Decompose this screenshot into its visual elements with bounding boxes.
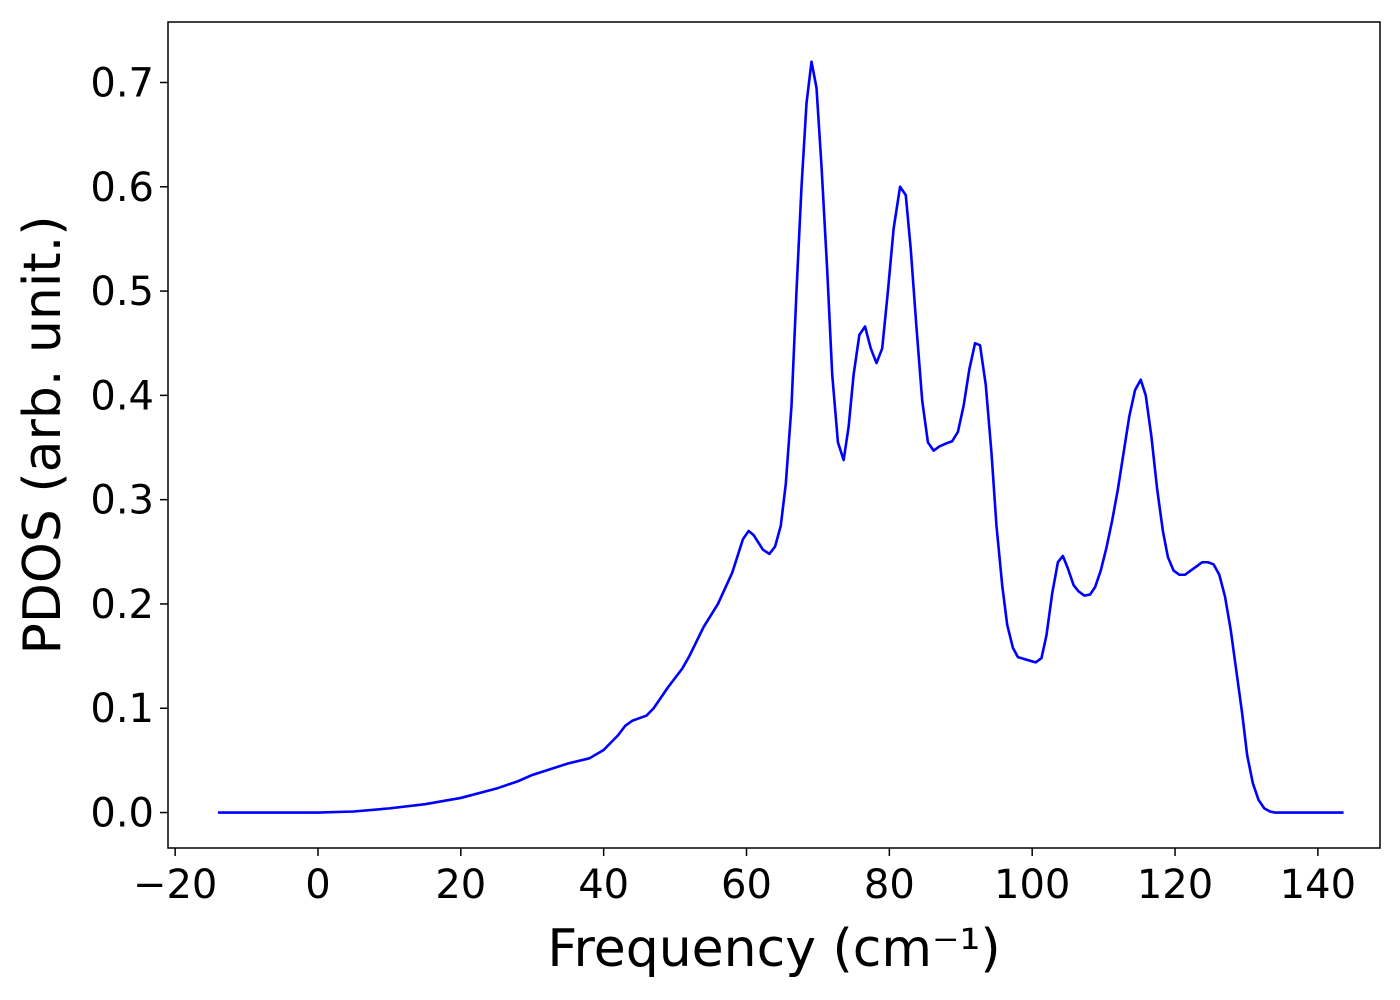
x-tick-label: 100 (994, 862, 1070, 908)
y-tick-label: 0.4 (90, 373, 154, 419)
x-tick-label: 20 (435, 862, 486, 908)
x-tick-label: −20 (133, 862, 217, 908)
y-tick-label: 0.1 (90, 686, 154, 732)
pdos-line (217, 60, 1344, 814)
x-tick-label: 140 (1280, 862, 1356, 908)
x-tick-label: 80 (864, 862, 915, 908)
x-tick-label: 0 (305, 862, 330, 908)
x-tick-label: 120 (1137, 862, 1213, 908)
y-tick-label: 0.3 (90, 478, 154, 524)
x-tick-label: 40 (578, 862, 629, 908)
y-tick-label: 0.7 (90, 60, 154, 106)
x-tick-label: 60 (721, 862, 772, 908)
x-axis-label: Frequency (cm⁻¹) (547, 919, 1000, 979)
y-axis-label: PDOS (arb. unit.) (13, 215, 73, 654)
y-tick-label: 0.5 (90, 269, 154, 315)
y-tick-label: 0.2 (90, 582, 154, 628)
plot-frame (167, 21, 1381, 849)
y-tick-label: 0.6 (90, 165, 154, 211)
y-tick-label: 0.0 (90, 791, 154, 837)
